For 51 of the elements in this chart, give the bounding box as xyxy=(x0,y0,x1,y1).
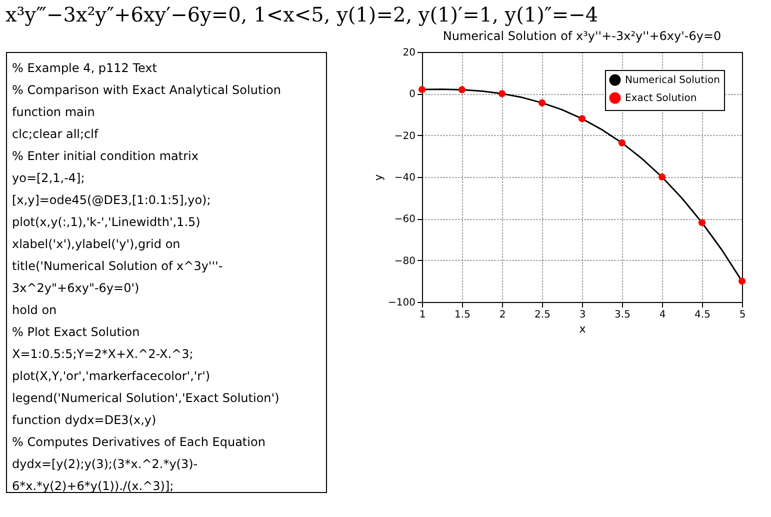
y-axis-title: y xyxy=(372,174,386,181)
x-tick-label: 4 xyxy=(659,310,666,320)
text: xlabel('x'),ylabel('y'),grid on xyxy=(12,237,180,251)
y-tick-label: −100 xyxy=(388,298,416,308)
y-tick-label: 0 xyxy=(409,89,416,100)
x-tick-label: 3.5 xyxy=(614,310,630,320)
point xyxy=(538,99,546,106)
text: yo=[2,1,-4]; xyxy=(12,171,85,185)
y-tick-label: −40 xyxy=(394,172,416,184)
point xyxy=(738,278,746,285)
text: dydx=[y(2);y(3);(3*x.^2.*y(3)- xyxy=(12,457,198,471)
legend-label: Exact Solution xyxy=(625,93,697,104)
text: % Computes Derivatives of Each Equation xyxy=(12,435,266,449)
text: % Example 4, p112 Text xyxy=(12,61,158,75)
text: legend('Numerical Solution','Exact Solution') xyxy=(12,391,280,405)
text: [x,y]=ode45(@DE3,[1:0.1:5],yo); xyxy=(12,193,211,207)
x-tick-label: 1 xyxy=(419,310,426,320)
text: hold on xyxy=(12,303,57,317)
point xyxy=(698,219,706,226)
point xyxy=(498,90,506,98)
text: % Enter initial condition matrix xyxy=(12,149,198,163)
x-tick-label: 5 xyxy=(739,310,746,320)
text: % Plot Exact Solution xyxy=(12,325,140,339)
x-tick-label: 3 xyxy=(579,310,586,320)
chart-title: Numerical Solution of x³y''+-3x²y''+6xy'-6y=0 xyxy=(442,29,722,43)
x-axis-title: x xyxy=(579,322,586,336)
y-tick-label: −80 xyxy=(394,256,416,267)
x-tick-label: 4.5 xyxy=(694,310,710,320)
x-tick-label: 2 xyxy=(499,310,506,320)
y-tick-label: −60 xyxy=(394,214,416,226)
chart-subtitle: x³y‴−3x²y″+6xy′−6y=0, 1<x<5, y(1)=2, y(1)′=1, y(1)″=−4 xyxy=(6,2,598,26)
y-tick-label: 20 xyxy=(402,48,416,58)
x-tick-label: 1.5 xyxy=(454,310,470,320)
legend-label: Numerical Solution xyxy=(625,75,720,86)
y-tick-label: −20 xyxy=(394,130,416,142)
text: X=1:0.5:5;Y=2*X+X.^2-X.^3; xyxy=(12,347,194,361)
point xyxy=(458,86,466,94)
point xyxy=(578,115,586,122)
text: 3x^2y"+6xy"-6y=0') xyxy=(12,281,140,295)
x-tick-label: 2.5 xyxy=(534,310,550,320)
point xyxy=(418,86,426,94)
text: function main xyxy=(12,105,95,119)
text: 6*x.*y(2)+6*y(1))./(x.^3)]; xyxy=(12,479,174,493)
text: % Comparison with Exact Analytical Solution xyxy=(12,83,281,97)
text: plot(X,Y,'or','markerfacecolor','r') xyxy=(12,369,210,383)
text: clc;clear all;clf xyxy=(12,127,99,141)
point xyxy=(658,173,666,181)
text: plot(x,y(:,1),'k-','Linewidth',1.5) xyxy=(12,215,200,229)
point xyxy=(618,139,626,146)
text: function dydx=DE3(x,y) xyxy=(12,413,156,427)
text: title('Numerical Solution of x^3y'''- xyxy=(12,259,223,273)
